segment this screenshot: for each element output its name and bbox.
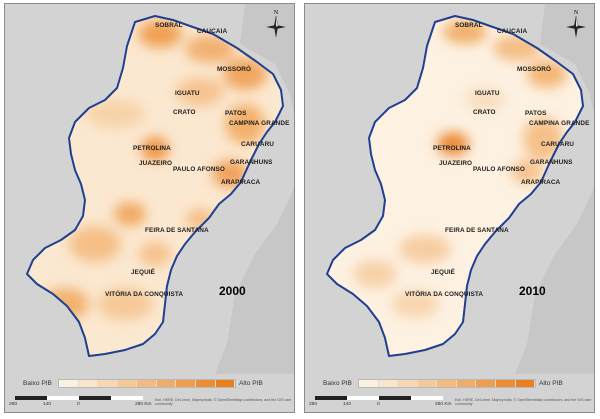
city-label-caucaia: CAUCAIA: [497, 28, 528, 35]
city-label-mossoro: MOSSORÓ: [217, 66, 252, 73]
legend-swatch: [437, 380, 457, 387]
city-label-juazeiro: JUAZEIRO: [439, 160, 473, 167]
city-label-caruaru: CARUARU: [541, 141, 575, 148]
legend-swatch: [456, 380, 477, 387]
north-arrow-icon: N: [565, 8, 587, 40]
city-label-patos: PATOS: [225, 110, 247, 117]
city-label-jequie: JEQUIÉ: [131, 269, 156, 276]
city-label-patos: PATOS: [525, 110, 547, 117]
legend: Baixo PIB Alto PIB: [5, 376, 294, 392]
legend-swatch: [156, 380, 177, 387]
legend-swatch: [176, 380, 196, 387]
city-label-caruaru: CARUARU: [241, 141, 275, 148]
city-label-petrolina: PETROLINA: [433, 145, 471, 152]
legend-swatch: [515, 380, 536, 387]
north-arrow-icon: N: [265, 8, 287, 40]
map-credit: Esri, HERE, DeLorme, MapmyIndia, © OpenS…: [455, 398, 592, 407]
city-label-vitoria-da-conquista: VITÓRIA DA CONQUISTA: [105, 291, 184, 298]
legend-color-ramp: [58, 379, 236, 388]
legend-swatch: [117, 380, 138, 387]
city-label-arapiraca: ARAPIRACA: [221, 179, 261, 186]
legend-low-label: Baixo PIB: [323, 380, 352, 387]
scale-tick: 280 Km: [135, 402, 152, 407]
legend-swatch: [137, 380, 157, 387]
legend-swatch: [476, 380, 496, 387]
compass-n: N: [274, 10, 279, 16]
legend-swatch: [78, 380, 99, 387]
legend-swatch: [215, 380, 236, 387]
city-label-petrolina: PETROLINA: [133, 145, 171, 152]
legend-swatch: [398, 380, 418, 387]
city-label-campina-grande: CAMPINA GRANDE: [529, 120, 590, 127]
scale-bar: 280 140 0 280 Km Esri, HERE, DeLorme, Ma…: [305, 394, 594, 412]
legend-high-label: Alto PIB: [239, 380, 263, 387]
scale-tick: 280 Km: [435, 402, 452, 407]
legend-swatch: [495, 380, 516, 387]
city-label-sobral: SOBRAL: [455, 22, 483, 29]
legend: Baixo PIB Alto PIB: [305, 376, 594, 392]
map-canvas: [326, 4, 594, 374]
year-label: 2010: [519, 284, 546, 298]
legend-swatch: [98, 380, 118, 387]
scale-tick: 0: [377, 402, 380, 407]
map-canvas: [26, 4, 294, 374]
region-boundary: [26, 15, 284, 357]
legend-swatch: [195, 380, 216, 387]
city-label-garanhuns: GARANHUNS: [530, 159, 573, 166]
city-label-crato: CRATO: [173, 109, 196, 116]
legend-swatch: [59, 380, 79, 387]
region-boundary: [326, 15, 584, 357]
scale-tick: 140: [343, 402, 352, 407]
city-label-sobral: SOBRAL: [155, 22, 183, 29]
scale-bar: 280 140 0 280 Km Esri, HERE, DeLorme, Ma…: [5, 394, 294, 412]
city-label-campina-grande: CAMPINA GRANDE: [229, 120, 290, 127]
legend-low-label: Baixo PIB: [23, 380, 52, 387]
map-panel-2000: SOBRAL CAUCAIA MOSSORÓ IGUATU CRATO PATO…: [4, 3, 295, 413]
map-credit: Esri, HERE, DeLorme, MapmyIndia, © OpenS…: [155, 398, 292, 407]
scale-tick: 280: [309, 402, 318, 407]
city-label-juazeiro: JUAZEIRO: [139, 160, 173, 167]
city-label-iguatu: IGUATU: [475, 90, 500, 97]
city-label-arapiraca: ARAPIRACA: [521, 179, 561, 186]
legend-swatch: [378, 380, 399, 387]
city-label-vitoria-da-conquista: VITÓRIA DA CONQUISTA: [405, 291, 484, 298]
city-label-paulo-afonso: PAULO AFONSO: [173, 166, 225, 173]
legend-swatch: [359, 380, 379, 387]
city-label-garanhuns: GARANHUNS: [230, 159, 273, 166]
city-label-crato: CRATO: [473, 109, 496, 116]
legend-swatch: [417, 380, 438, 387]
scale-tick: 140: [43, 402, 52, 407]
legend-color-ramp: [358, 379, 536, 388]
year-label: 2000: [219, 284, 246, 298]
city-label-feira-de-santana: FEIRA DE SANTANA: [445, 227, 509, 234]
scale-tick: 0: [77, 402, 80, 407]
compass-n: N: [574, 10, 579, 16]
city-label-iguatu: IGUATU: [175, 90, 200, 97]
city-label-mossoro: MOSSORÓ: [517, 66, 552, 73]
legend-high-label: Alto PIB: [539, 380, 563, 387]
city-label-caucaia: CAUCAIA: [197, 28, 228, 35]
city-label-jequie: JEQUIÉ: [431, 269, 456, 276]
city-label-paulo-afonso: PAULO AFONSO: [473, 166, 525, 173]
city-label-feira-de-santana: FEIRA DE SANTANA: [145, 227, 209, 234]
map-panel-2010: SOBRAL CAUCAIA MOSSORÓ IGUATU CRATO PATO…: [304, 3, 595, 413]
scale-tick: 280: [9, 402, 18, 407]
